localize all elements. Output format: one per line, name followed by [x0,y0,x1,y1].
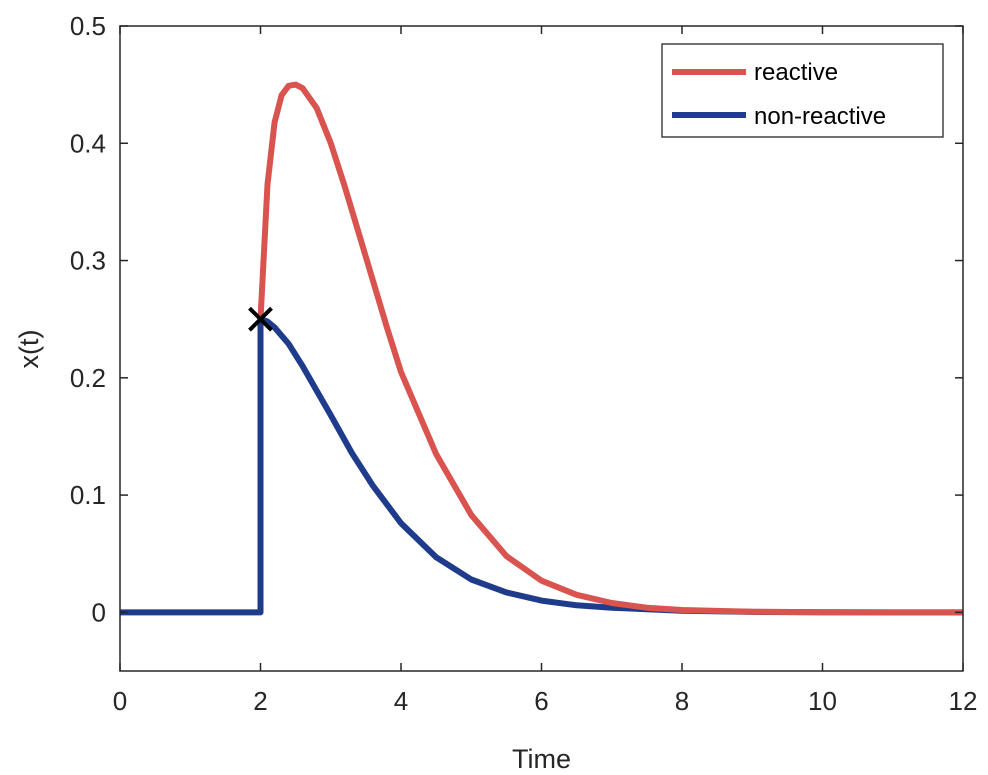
y-tick-label: 0.4 [70,128,106,158]
x-tick-label: 6 [534,686,548,716]
y-axis-label: x(t) [14,330,44,369]
series-layer [120,81,963,616]
x-tick-label: 12 [949,686,978,716]
legend-label-non-reactive: non-reactive [754,103,886,130]
legend-box [661,43,944,138]
legend-label-reactive: reactive [754,59,838,86]
x-axis-label: Time [512,744,571,774]
x-tick-label: 10 [808,686,837,716]
x-tick-label: 4 [394,686,408,716]
tick-layer [119,25,964,671]
legend: reactive non-reactive [661,43,944,138]
x-tick-label: 8 [675,686,689,716]
marker-layer [248,306,273,332]
y-tick-label: 0.1 [70,480,106,510]
y-tick-label: 0.3 [70,246,106,276]
x-marker [248,306,273,332]
tick-label-layer: 0 2 4 6 8 10 12 0 0.1 0.2 0.3 0.4 0.5 [70,11,978,716]
y-tick-label: 0.5 [70,11,106,41]
y-tick-label: 0.2 [70,363,106,393]
x-tick-label: 0 [113,686,127,716]
x-tick-label: 2 [253,686,267,716]
y-tick-label: 0 [92,597,106,627]
series-line-reactive [257,81,963,616]
